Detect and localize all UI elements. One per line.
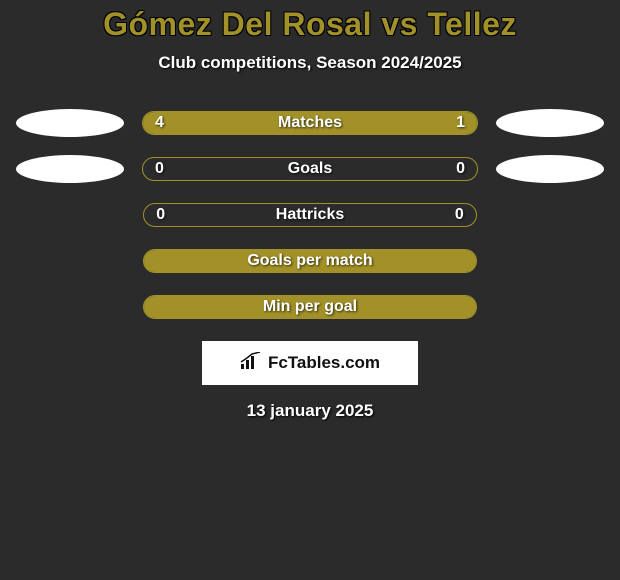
stat-rows: Matches41Goals00Hattricks00Goals per mat… (0, 111, 620, 319)
avatar-spacer (18, 293, 125, 321)
logo: FcTables.com (240, 352, 380, 375)
date-label: 13 january 2025 (0, 401, 620, 421)
stat-row: Min per goal (0, 295, 620, 319)
avatar-spacer (495, 247, 602, 275)
stat-label: Min per goal (144, 296, 476, 318)
stat-value-right: 0 (456, 158, 465, 180)
stat-value-left: 0 (156, 204, 165, 226)
avatar-spacer (18, 247, 125, 275)
player-avatar-right (496, 155, 604, 183)
stat-row: Hattricks0 0 (0, 203, 620, 227)
stat-bar: Matches4 1 (142, 111, 478, 135)
player-avatar-left (16, 155, 124, 183)
player-avatar-left (16, 109, 124, 137)
avatar-spacer (18, 201, 125, 229)
comparison-infographic: Gómez Del Rosal vs Tellez Club competiti… (0, 0, 620, 421)
player-avatar-right (496, 109, 604, 137)
stat-label: Hattricks (144, 204, 476, 226)
stat-bar: Min per goal (143, 295, 477, 319)
chart-icon (240, 352, 262, 375)
page-title: Gómez Del Rosal vs Tellez (0, 6, 620, 43)
stat-label: Goals (143, 158, 477, 180)
stat-value-right: 0 (455, 204, 464, 226)
stat-bar: Goals per match (143, 249, 477, 273)
stat-value-right: 1 (456, 112, 465, 134)
stat-value-left: 0 (155, 158, 164, 180)
stat-label: Matches (143, 112, 477, 134)
stat-bar: Goals0 0 (142, 157, 478, 181)
stat-value-left: 4 (155, 112, 164, 134)
avatar-spacer (495, 293, 602, 321)
stat-row: Goals per match (0, 249, 620, 273)
stat-row: Goals0 0 (0, 157, 620, 181)
logo-box: FcTables.com (202, 341, 418, 385)
avatar-spacer (495, 201, 602, 229)
stat-bar: Hattricks0 0 (143, 203, 477, 227)
logo-text: FcTables.com (268, 353, 380, 373)
subtitle: Club competitions, Season 2024/2025 (0, 53, 620, 73)
stat-row: Matches4 1 (0, 111, 620, 135)
stat-label: Goals per match (144, 250, 476, 272)
